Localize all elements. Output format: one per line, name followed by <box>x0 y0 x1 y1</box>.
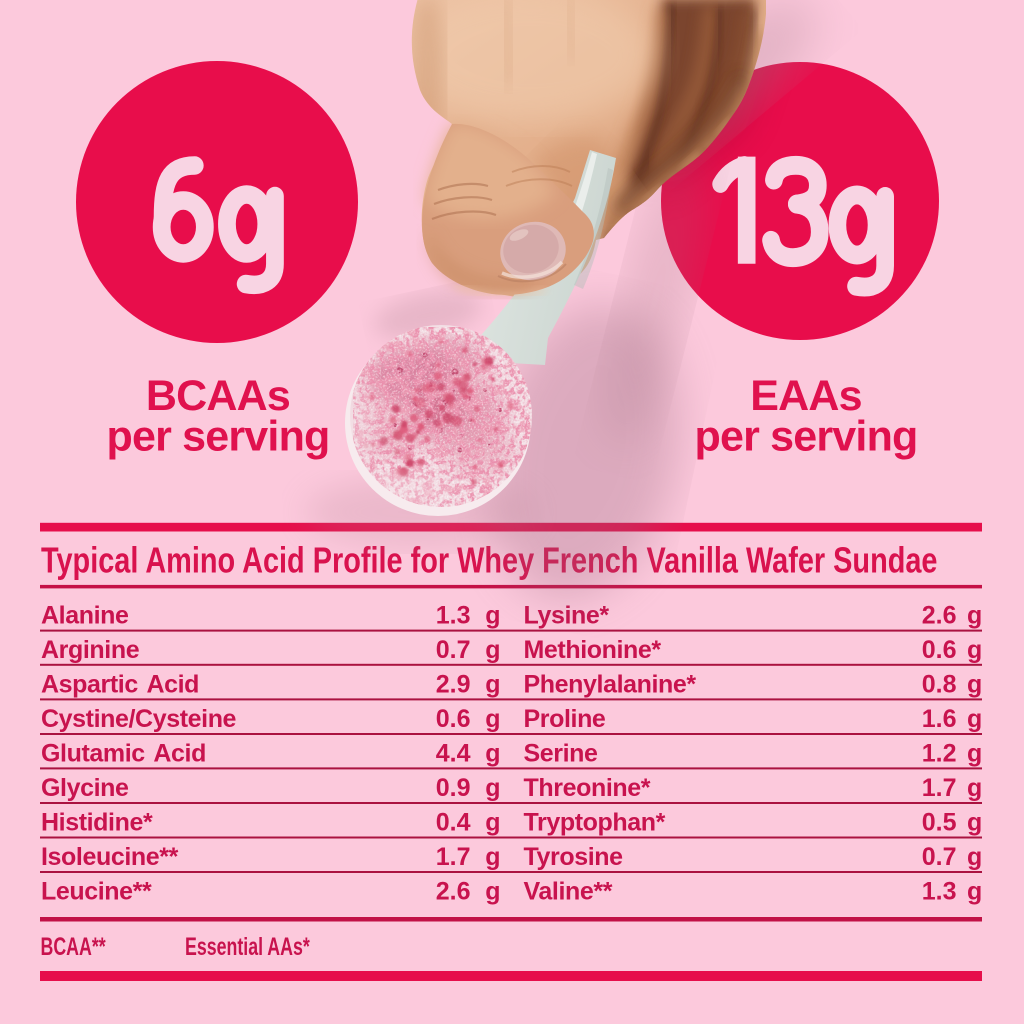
svg-text:Typical Amino Acid Profile for: Typical Amino Acid Profile for Whey Fren… <box>41 540 937 580</box>
svg-text:Tyrosine: Tyrosine <box>524 843 624 871</box>
svg-text:per serving: per serving <box>694 413 917 461</box>
svg-text:g: g <box>967 809 982 837</box>
svg-text:g: g <box>967 602 982 630</box>
svg-text:g: g <box>967 636 982 664</box>
svg-text:BCAAs: BCAAs <box>146 372 290 420</box>
svg-text:g: g <box>967 843 982 871</box>
svg-text:Phenylalanine*: Phenylalanine* <box>524 670 697 698</box>
svg-text:Lysine*: Lysine* <box>524 602 610 630</box>
svg-text:0.8: 0.8 <box>922 670 957 698</box>
svg-text:Alanine: Alanine <box>41 602 129 630</box>
svg-text:1.2: 1.2 <box>922 739 957 767</box>
svg-text:g: g <box>485 602 500 630</box>
svg-text:0.4: 0.4 <box>436 809 471 837</box>
svg-text:g: g <box>967 739 982 767</box>
svg-text:g: g <box>485 774 500 802</box>
svg-text:0.9: 0.9 <box>436 774 471 802</box>
svg-text:1.3: 1.3 <box>922 878 957 906</box>
svg-text:g: g <box>485 843 500 871</box>
svg-text:Glutamic Acid: Glutamic Acid <box>41 739 206 767</box>
svg-text:0.7: 0.7 <box>436 636 471 664</box>
svg-text:Proline: Proline <box>524 705 606 733</box>
svg-text:1.6: 1.6 <box>922 705 957 733</box>
svg-text:g: g <box>485 636 500 664</box>
svg-text:g: g <box>485 670 500 698</box>
svg-text:1.7: 1.7 <box>922 774 957 802</box>
svg-text:Isoleucine**: Isoleucine** <box>41 843 179 871</box>
svg-text:g: g <box>967 878 982 906</box>
svg-text:Essential AAs*: Essential AAs* <box>185 932 310 961</box>
svg-text:BCAA**: BCAA** <box>41 932 107 961</box>
svg-text:1.7: 1.7 <box>436 843 471 871</box>
svg-text:Leucine**: Leucine** <box>41 878 152 906</box>
svg-text:0.7: 0.7 <box>922 843 957 871</box>
svg-text:0.5: 0.5 <box>922 809 957 837</box>
svg-text:Threonine*: Threonine* <box>524 774 651 802</box>
svg-text:4.4: 4.4 <box>436 739 471 767</box>
svg-text:Serine: Serine <box>524 739 599 767</box>
svg-text:Aspartic Acid: Aspartic Acid <box>41 670 199 698</box>
svg-text:per serving: per serving <box>106 413 329 461</box>
svg-text:2.6: 2.6 <box>436 878 471 906</box>
svg-text:Valine**: Valine** <box>524 878 613 906</box>
svg-text:1.3: 1.3 <box>436 602 471 630</box>
svg-text:Histidine*: Histidine* <box>41 809 153 837</box>
svg-text:0.6: 0.6 <box>436 705 471 733</box>
svg-text:Arginine: Arginine <box>41 636 140 664</box>
svg-text:2.9: 2.9 <box>436 670 471 698</box>
svg-text:EAAs: EAAs <box>750 372 862 420</box>
svg-text:Cystine/Cysteine: Cystine/Cysteine <box>41 705 237 733</box>
svg-text:g: g <box>967 705 982 733</box>
svg-text:0.6: 0.6 <box>922 636 957 664</box>
svg-text:Tryptophan*: Tryptophan* <box>524 809 666 837</box>
svg-text:g: g <box>485 739 500 767</box>
svg-text:g: g <box>967 670 982 698</box>
svg-text:g: g <box>485 878 500 906</box>
svg-text:2.6: 2.6 <box>922 602 957 630</box>
svg-text:Glycine: Glycine <box>41 774 129 802</box>
svg-text:g: g <box>485 809 500 837</box>
svg-text:g: g <box>485 705 500 733</box>
svg-text:g: g <box>967 774 982 802</box>
svg-text:Methionine*: Methionine* <box>524 636 662 664</box>
